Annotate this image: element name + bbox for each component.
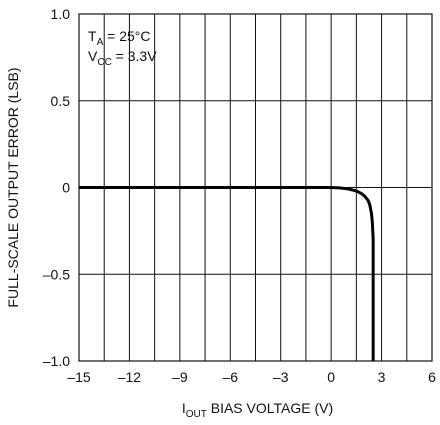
- x-tick-label: –15: [67, 369, 91, 385]
- x-axis-label-sub: OUT: [186, 409, 207, 420]
- y-tick-label: –1.0: [43, 353, 70, 369]
- annotation-line: TA = 25°C: [88, 28, 150, 48]
- y-tick-label: 0.5: [51, 93, 71, 109]
- x-axis-label-main: I: [182, 400, 186, 416]
- y-tick-label: 1.0: [51, 6, 71, 22]
- x-tick-label: 6: [428, 369, 436, 385]
- annotation-line: VCC = 3.3V: [88, 48, 157, 68]
- series-line: [79, 186, 375, 361]
- x-axis-label: IOUT BIAS VOLTAGE (V): [182, 400, 333, 420]
- y-tick-label: –0.5: [43, 266, 70, 282]
- x-tick-label: –9: [172, 369, 188, 385]
- x-tick-label: 3: [378, 369, 386, 385]
- x-tick-label: –6: [222, 369, 238, 385]
- y-tick-label: 0: [62, 180, 70, 196]
- x-tick-label: 0: [327, 369, 335, 385]
- curves: [79, 186, 375, 361]
- x-tick-labels: –15 –12 –9 –6 –3 0 3 6: [67, 369, 436, 385]
- y-tick-labels: –1.0 –0.5 0 0.5 1.0: [43, 6, 70, 369]
- x-tick-label: –3: [273, 369, 289, 385]
- x-tick-label: –12: [118, 369, 142, 385]
- x-axis-label-rest: BIAS VOLTAGE (V): [207, 400, 333, 416]
- y-axis-label: FULL-SCALE OUTPUT ERROR (LSB): [5, 67, 21, 307]
